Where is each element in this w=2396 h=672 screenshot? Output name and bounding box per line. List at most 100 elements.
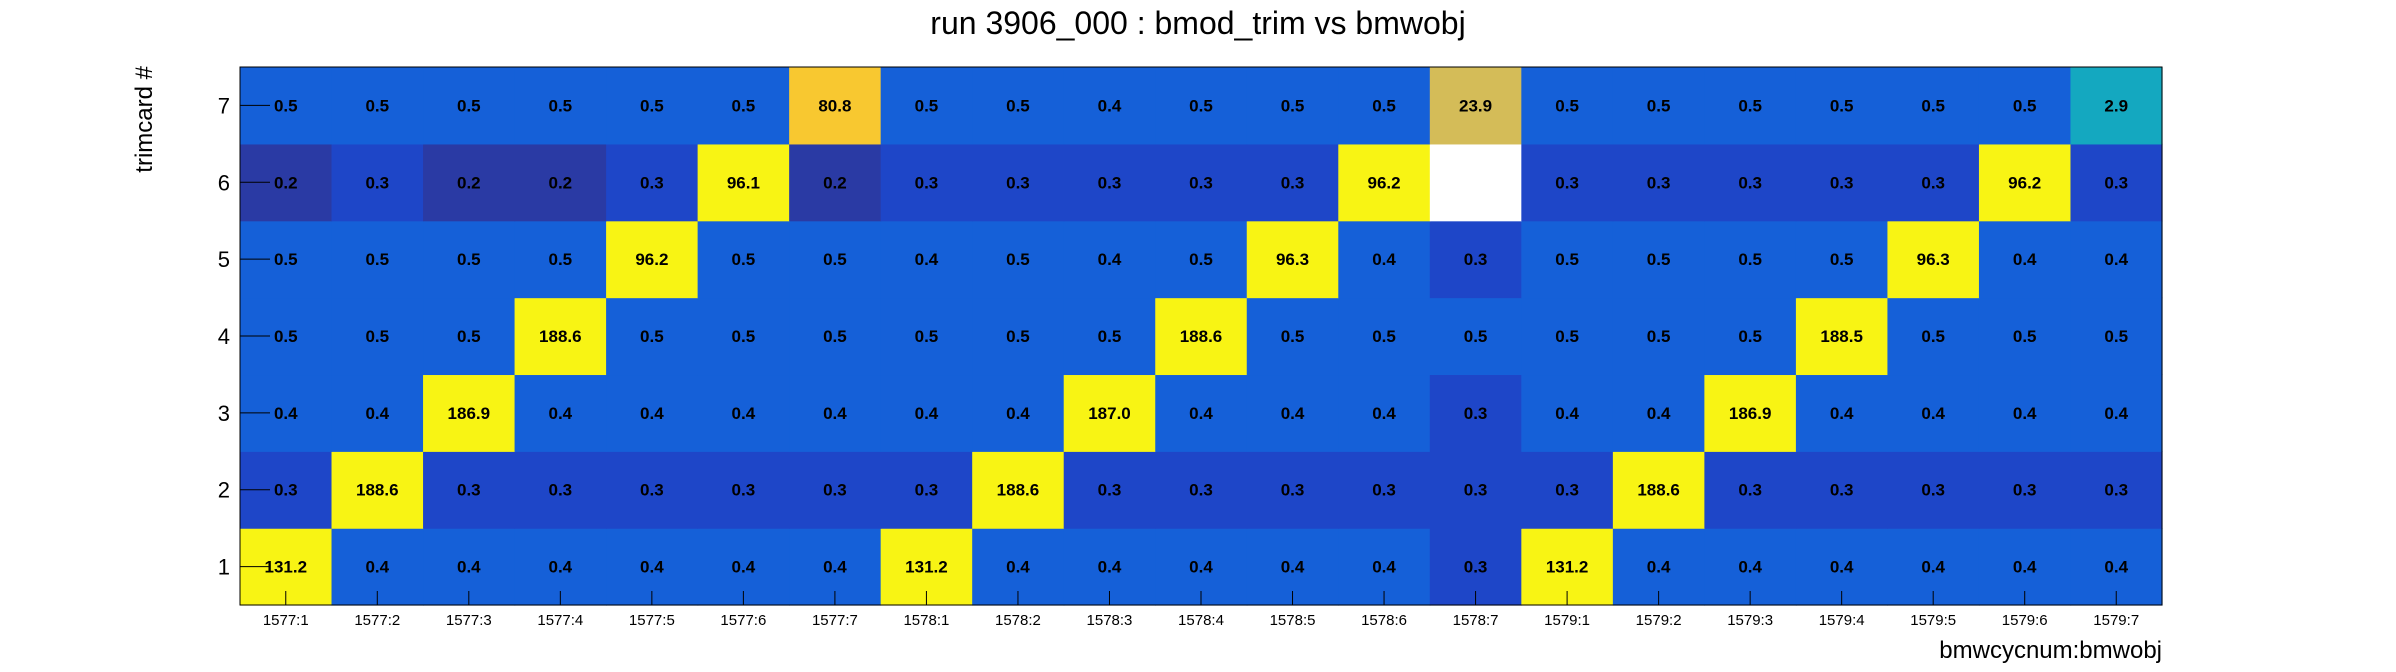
heatmap-cell — [1978, 451, 2072, 529]
heatmap-cell — [789, 67, 882, 145]
heatmap-cell — [697, 67, 790, 145]
x-tick-label: 1579:7 — [2093, 612, 2139, 629]
cell-value-label: 96.1 — [727, 173, 760, 192]
cell-value-label: 0.5 — [1281, 96, 1305, 115]
heatmap-cell — [1155, 143, 1248, 222]
x-tick-label: 1577:5 — [629, 612, 675, 629]
y-tick-label: 7 — [218, 93, 230, 118]
cell-value-label: 188.6 — [1180, 327, 1223, 346]
heatmap-cell — [423, 374, 516, 452]
cell-value-label: 0.5 — [1647, 327, 1671, 346]
heatmap-cell — [1338, 297, 1431, 376]
heatmap-cell — [1795, 297, 1889, 376]
cell-value-label: 131.2 — [905, 558, 948, 577]
cell-value-label: 0.4 — [274, 404, 298, 423]
cell-value-label: 0.4 — [1098, 558, 1122, 577]
heatmap-cell — [880, 143, 973, 222]
heatmap-cell — [1887, 67, 1980, 145]
heatmap-cell — [1795, 143, 1889, 222]
heatmap-cell — [697, 143, 790, 222]
heatmap-cell — [972, 67, 1065, 145]
x-tick-label: 1579:2 — [1636, 612, 1682, 629]
heatmap-cell — [1704, 143, 1797, 222]
cell-value-label: 96.2 — [1368, 173, 1401, 192]
heatmap-cell — [2070, 374, 2163, 452]
heatmap-cell — [606, 374, 699, 452]
heatmap-cell — [1612, 67, 1705, 145]
cell-value-label: 96.3 — [1917, 250, 1950, 269]
chart-title: run 3906_000 : bmod_trim vs bmwobj — [930, 5, 1465, 41]
heatmap-cell — [514, 220, 607, 299]
heatmap-cell — [1429, 220, 1522, 299]
x-tick-label: 1578:3 — [1087, 612, 1133, 629]
cell-value-label: 0.3 — [1830, 173, 1854, 192]
cell-value-label: 0.5 — [274, 327, 298, 346]
cell-value-label: 0.5 — [1464, 327, 1488, 346]
heatmap-cell — [1521, 143, 1614, 222]
cell-value-label: 0.5 — [1738, 327, 1762, 346]
heatmap-cell — [2070, 220, 2163, 299]
heatmap-cell — [1612, 451, 1705, 529]
cell-value-label: 0.4 — [732, 558, 756, 577]
heatmap-cell — [880, 374, 973, 452]
cell-value-label: 0.3 — [915, 173, 939, 192]
cell-value-label: 0.5 — [365, 96, 389, 115]
cell-value-label: 186.9 — [448, 404, 491, 423]
heatmap-cell — [1612, 374, 1705, 452]
cell-value-label: 0.3 — [1464, 404, 1488, 423]
x-tick-label: 1579:3 — [1727, 612, 1773, 629]
cell-value-label: 0.3 — [1372, 481, 1396, 500]
heatmap-cell — [1246, 297, 1339, 376]
heatmap-cell — [1338, 143, 1431, 222]
cell-value-label: 0.3 — [732, 481, 756, 500]
heatmap-cell — [1887, 220, 1980, 299]
heatmap-cell — [1338, 374, 1431, 452]
heatmap-cell — [1978, 67, 2072, 145]
cell-value-label: 0.3 — [1189, 481, 1213, 500]
heatmap-cell — [514, 67, 607, 145]
cell-value-label: 0.4 — [915, 250, 939, 269]
cell-value-label: 131.2 — [264, 558, 307, 577]
heatmap-cell — [1887, 374, 1980, 452]
cell-value-label: 0.4 — [549, 558, 573, 577]
cell-value-label: 0.4 — [1647, 404, 1671, 423]
heatmap-cell — [423, 451, 516, 529]
cell-value-label: 0.4 — [549, 404, 573, 423]
heatmap-cell — [1887, 297, 1980, 376]
cell-value-label: 0.4 — [1281, 404, 1305, 423]
heatmap-cell — [1704, 451, 1797, 529]
heatmap-cell — [1063, 451, 1156, 529]
cell-value-label: 96.3 — [1276, 250, 1309, 269]
cell-value-label: 0.5 — [640, 96, 664, 115]
heatmap-cell — [1795, 220, 1889, 299]
heatmap-cell — [1978, 297, 2072, 376]
cell-value-label: 0.5 — [1372, 96, 1396, 115]
heatmap-cell — [1063, 143, 1156, 222]
cell-value-label: 0.4 — [1830, 558, 1854, 577]
heatmap-cell — [789, 297, 882, 376]
heatmap-cell — [697, 374, 790, 452]
cell-value-label: 0.3 — [365, 173, 389, 192]
heatmap-cell — [697, 451, 790, 529]
cell-value-label: 0.3 — [1738, 481, 1762, 500]
heatmap-cell — [331, 67, 424, 145]
cell-value-label: 0.5 — [1921, 327, 1945, 346]
cell-value-label: 0.3 — [549, 481, 573, 500]
y-tick-label: 1 — [218, 555, 230, 580]
cell-value-label: 0.5 — [1830, 250, 1854, 269]
heatmap-cell — [331, 220, 424, 299]
heatmap-cell — [1521, 220, 1614, 299]
x-tick-label: 1578:5 — [1270, 612, 1316, 629]
cell-value-label: 0.5 — [274, 250, 298, 269]
cell-value-label: 0.5 — [457, 96, 481, 115]
heatmap-cell — [789, 220, 882, 299]
cell-value-label: 80.8 — [818, 96, 851, 115]
x-tick-label: 1577:1 — [263, 612, 309, 629]
heatmap-cell — [1887, 143, 1980, 222]
cell-value-label: 0.4 — [1921, 404, 1945, 423]
heatmap-cell — [1155, 451, 1248, 529]
heatmap-cell — [1429, 143, 1522, 222]
cell-value-label: 0.4 — [1098, 250, 1122, 269]
heatmap-cell — [1978, 143, 2072, 222]
heatmap-cell — [1429, 374, 1522, 452]
